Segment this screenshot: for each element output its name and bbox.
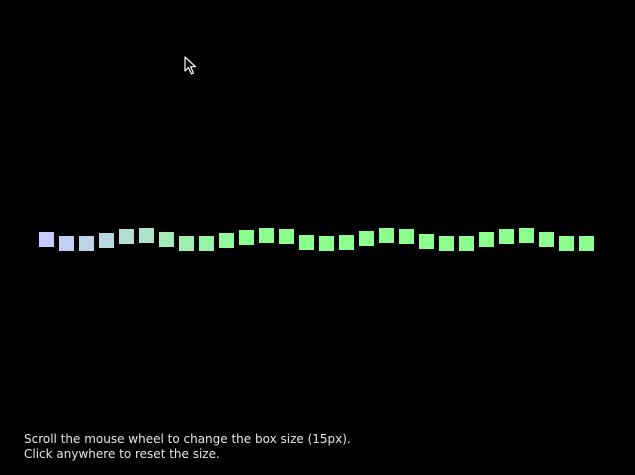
wave-box <box>539 232 554 247</box>
wave-box <box>139 228 154 243</box>
wave-box <box>379 228 394 243</box>
wave-box <box>119 229 134 244</box>
wave-box <box>559 236 574 251</box>
wave-box <box>259 228 274 243</box>
wave-box <box>459 236 474 251</box>
wave-box <box>519 228 534 243</box>
wave-box <box>199 236 214 251</box>
wave-box <box>39 232 54 247</box>
wave-box <box>279 229 294 244</box>
wave-box <box>339 235 354 250</box>
wave-box <box>439 236 454 251</box>
wave-box <box>159 232 174 247</box>
wave-box <box>419 234 434 249</box>
wave-box <box>59 236 74 251</box>
wave-box <box>319 236 334 251</box>
wave-box <box>299 235 314 250</box>
wave-box <box>219 233 234 248</box>
wave-box <box>359 231 374 246</box>
instructions-line-1: Scroll the mouse wheel to change the box… <box>24 432 351 446</box>
instructions-line-2: Click anywhere to reset the size. <box>24 447 220 461</box>
instructions-text: Scroll the mouse wheel to change the box… <box>24 432 351 462</box>
wave-box <box>179 236 194 251</box>
wave-box <box>79 236 94 251</box>
wave-box <box>99 233 114 248</box>
wave-box <box>239 230 254 245</box>
wave-box <box>499 229 514 244</box>
wave-box <box>479 232 494 247</box>
mouse-pointer-icon <box>184 56 197 75</box>
wave-box <box>579 236 594 251</box>
wave-box <box>399 229 414 244</box>
